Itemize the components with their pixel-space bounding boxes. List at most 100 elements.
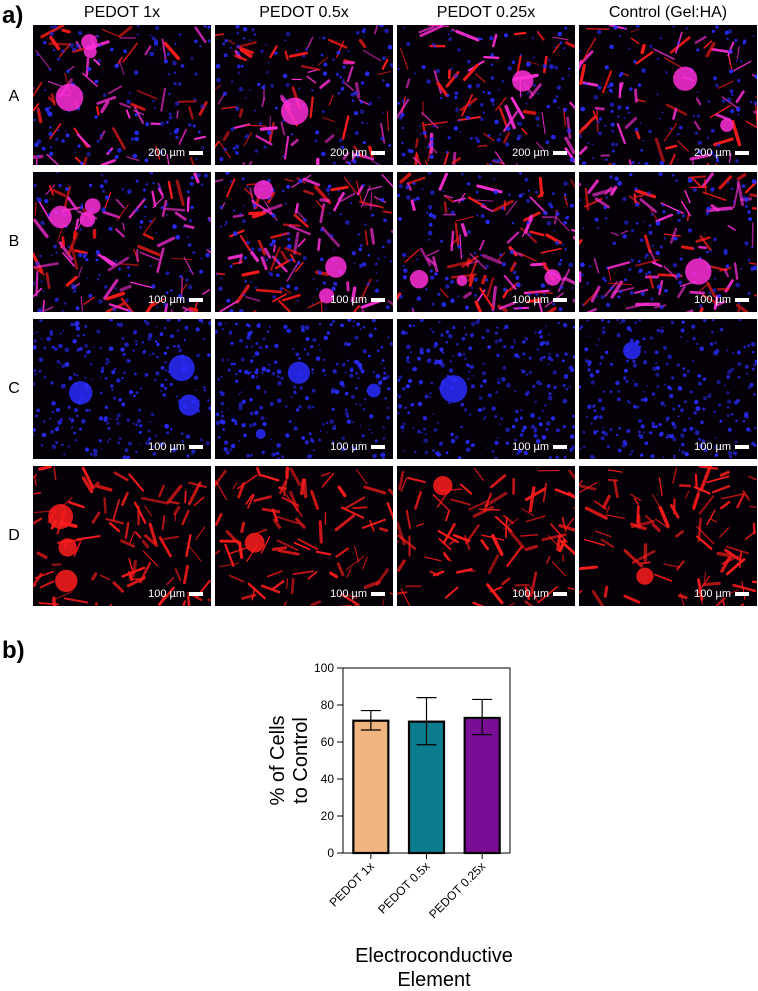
scale-bar: 100 µm	[694, 294, 749, 306]
scale-bar-line	[189, 445, 203, 449]
cell-stain-texture	[579, 172, 757, 312]
micrograph-tile: 200 µm	[215, 25, 393, 165]
scale-bar-label: 100 µm	[148, 441, 185, 453]
scale-bar: 100 µm	[330, 441, 385, 453]
scale-bar-label: 100 µm	[694, 294, 731, 306]
scale-bar-label: 100 µm	[512, 441, 549, 453]
scale-bar-line	[371, 151, 385, 155]
scale-bar-label: 100 µm	[694, 588, 731, 600]
scale-bar-line	[371, 298, 385, 302]
scale-bar-label: 100 µm	[148, 294, 185, 306]
cell-stain-texture	[215, 466, 393, 606]
scale-bar-label: 100 µm	[330, 441, 367, 453]
scale-bar-label: 200 µm	[694, 147, 731, 159]
cell-stain-texture	[33, 172, 211, 312]
panel-b-label: b)	[2, 637, 25, 664]
scale-bar-line	[735, 592, 749, 596]
scale-bar-line	[553, 298, 567, 302]
x-tick-label: PEDOT 0.25x	[426, 859, 488, 921]
scale-bar: 200 µm	[330, 147, 385, 159]
micrograph-tile: 100 µm	[33, 319, 211, 459]
micrograph-tile: 100 µm	[579, 319, 757, 459]
column-header-pedot-0-25x: PEDOT 0.25x	[436, 4, 536, 21]
scale-bar-line	[735, 445, 749, 449]
micrograph-tile: 100 µm	[215, 466, 393, 606]
scale-bar-label: 100 µm	[330, 294, 367, 306]
scale-bar: 200 µm	[694, 147, 749, 159]
cell-stain-texture	[33, 319, 211, 459]
cell-stain-texture	[579, 25, 757, 165]
micrograph-tile: 100 µm	[215, 172, 393, 312]
scale-bar-line	[735, 151, 749, 155]
y-tick-label: 60	[321, 735, 335, 749]
micrograph-tile: 100 µm	[579, 172, 757, 312]
scale-bar-line	[189, 592, 203, 596]
micrograph-tile: 200 µm	[397, 25, 575, 165]
scale-bar: 100 µm	[512, 294, 567, 306]
scale-bar-line	[735, 298, 749, 302]
micrograph-tile: 100 µm	[397, 319, 575, 459]
scale-bar-line	[371, 445, 385, 449]
y-tick-label: 40	[321, 772, 335, 786]
scale-bar: 100 µm	[148, 588, 203, 600]
row-label-c: C	[8, 380, 20, 397]
cell-stain-texture	[215, 25, 393, 165]
scale-bar: 100 µm	[512, 588, 567, 600]
scale-bar-label: 200 µm	[148, 147, 185, 159]
scale-bar-label: 100 µm	[148, 588, 185, 600]
column-header-control: Control (Gel:HA)	[608, 4, 728, 21]
scale-bar-label: 100 µm	[512, 294, 549, 306]
scale-bar-label: 200 µm	[512, 147, 549, 159]
row-label-a: A	[8, 88, 20, 105]
row-label-d: D	[8, 527, 20, 544]
scale-bar-line	[189, 298, 203, 302]
scale-bar-line	[189, 151, 203, 155]
scale-bar-line	[553, 445, 567, 449]
cell-stain-texture	[33, 466, 211, 606]
scale-bar-line	[553, 592, 567, 596]
panel-a-label: a)	[2, 2, 24, 29]
scale-bar: 100 µm	[148, 294, 203, 306]
scale-bar-label: 100 µm	[512, 588, 549, 600]
y-tick-label: 20	[321, 809, 335, 823]
row-label-b: B	[8, 233, 20, 250]
cell-stain-texture	[579, 466, 757, 606]
cell-stain-texture	[215, 319, 393, 459]
micrograph-tile: 100 µm	[215, 319, 393, 459]
cell-stain-texture	[215, 172, 393, 312]
x-tick-label: PEDOT 1x	[327, 859, 377, 909]
scale-bar: 100 µm	[330, 294, 385, 306]
cell-stain-texture	[397, 25, 575, 165]
scale-bar-label: 200 µm	[330, 147, 367, 159]
cell-stain-texture	[397, 172, 575, 312]
x-axis-label: Electroconductive Element	[355, 945, 513, 991]
x-tick-label: PEDOT 0.5x	[375, 859, 432, 916]
cell-stain-texture	[397, 468, 575, 606]
micrograph-tile: 100 µm	[397, 172, 575, 312]
scale-bar: 100 µm	[330, 588, 385, 600]
micrograph-tile: 100 µm	[397, 466, 575, 606]
scale-bar-line	[371, 592, 385, 596]
micrograph-tile: 100 µm	[579, 466, 757, 606]
micrograph-tile: 200 µm	[579, 25, 757, 165]
cell-stain-texture	[33, 25, 211, 165]
y-tick-label: 100	[314, 661, 334, 675]
y-axis-label: % of Cellsto Control	[267, 715, 312, 805]
scale-bar-line	[553, 151, 567, 155]
column-header-pedot-0-5x: PEDOT 0.5x	[259, 4, 349, 21]
scale-bar: 100 µm	[512, 441, 567, 453]
scale-bar-label: 100 µm	[694, 441, 731, 453]
y-tick-label: 0	[327, 846, 334, 860]
micrograph-tile: 200 µm	[33, 25, 211, 165]
scale-bar: 100 µm	[694, 588, 749, 600]
bar	[463, 716, 501, 855]
bar	[352, 719, 390, 855]
scale-bar: 200 µm	[148, 147, 203, 159]
scale-bar: 100 µm	[694, 441, 749, 453]
scale-bar-label: 100 µm	[330, 588, 367, 600]
column-header-pedot-1x: PEDOT 1x	[83, 4, 161, 21]
y-tick-label: 80	[321, 698, 335, 712]
scale-bar: 100 µm	[148, 441, 203, 453]
cell-stain-texture	[579, 319, 757, 459]
